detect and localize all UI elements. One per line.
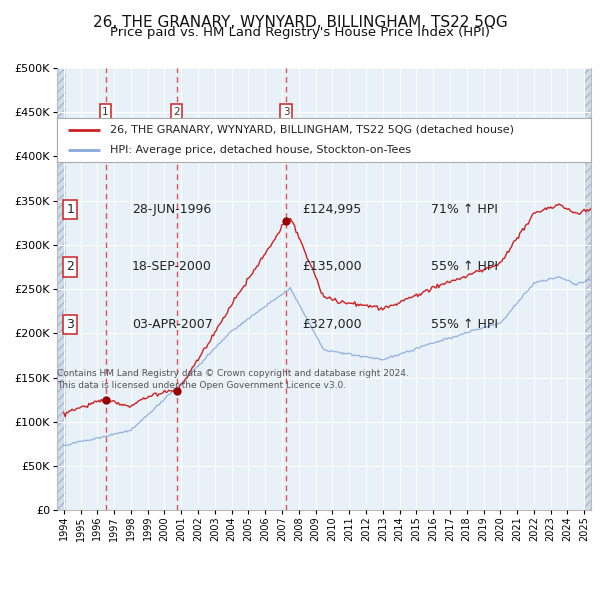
Text: 2: 2 [173,107,180,117]
Text: 1: 1 [102,107,109,117]
Text: HPI: Average price, detached house, Stockton-on-Tees: HPI: Average price, detached house, Stoc… [110,145,412,155]
Text: 55% ↑ HPI: 55% ↑ HPI [431,260,498,274]
Text: 3: 3 [283,107,290,117]
Text: 1: 1 [67,203,74,216]
Bar [584,68,591,510]
Text: 2: 2 [67,260,74,274]
Text: 3: 3 [67,318,74,331]
Text: £124,995: £124,995 [302,203,362,216]
Text: 71% ↑ HPI: 71% ↑ HPI [431,203,497,216]
Text: 26, THE GRANARY, WYNYARD, BILLINGHAM, TS22 5QG: 26, THE GRANARY, WYNYARD, BILLINGHAM, TS… [92,15,508,30]
Text: 03-APR-2007: 03-APR-2007 [132,318,212,331]
Text: £135,000: £135,000 [302,260,362,274]
Text: 28-JUN-1996: 28-JUN-1996 [132,203,211,216]
Text: 26, THE GRANARY, WYNYARD, BILLINGHAM, TS22 5QG (detached house): 26, THE GRANARY, WYNYARD, BILLINGHAM, TS… [110,125,514,135]
Text: This data is licensed under the Open Government Licence v3.0.: This data is licensed under the Open Gov… [57,381,346,389]
Text: 55% ↑ HPI: 55% ↑ HPI [431,318,498,331]
Text: Contains HM Land Registry data © Crown copyright and database right 2024.: Contains HM Land Registry data © Crown c… [57,369,409,378]
Text: £327,000: £327,000 [302,318,362,331]
Text: 18-SEP-2000: 18-SEP-2000 [132,260,212,274]
Bar [57,68,66,510]
Text: Price paid vs. HM Land Registry's House Price Index (HPI): Price paid vs. HM Land Registry's House … [110,26,490,39]
Bar [57,68,66,510]
Bar [584,68,591,510]
